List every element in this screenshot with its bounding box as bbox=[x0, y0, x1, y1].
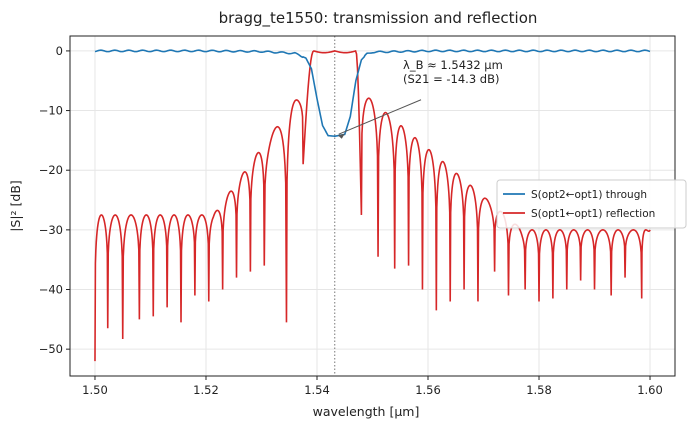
x-tick-label: 1.52 bbox=[193, 383, 219, 397]
x-tick-label: 1.60 bbox=[637, 383, 663, 397]
annotation-arrow bbox=[338, 99, 422, 135]
annotation-arrowhead bbox=[337, 133, 345, 139]
annotation-line-1: λ_B ≈ 1.5432 µm bbox=[403, 58, 503, 72]
through-series-line bbox=[94, 49, 651, 137]
reflection-series-line bbox=[94, 50, 651, 362]
legend-box bbox=[496, 179, 687, 229]
x-axis: 1.50 1.52 1.54 1.56 1.58 1.60 bbox=[82, 376, 663, 397]
y-tick-label: −10 bbox=[39, 104, 63, 118]
y-tick-label: −40 bbox=[39, 283, 63, 297]
legend-entry: S(opt1←opt1) reflection bbox=[531, 208, 655, 220]
x-tick-label: 1.50 bbox=[82, 383, 108, 397]
annotation: λ_B ≈ 1.5432 µm(S21 = -14.3 dB) bbox=[337, 58, 503, 139]
x-tick-label: 1.58 bbox=[526, 383, 552, 397]
x-tick-label: 1.54 bbox=[304, 383, 330, 397]
legend: S(opt2←opt1) through S(opt1←opt1) reflect… bbox=[496, 179, 687, 229]
y-tick-label: −50 bbox=[39, 342, 63, 356]
y-tick-label: −20 bbox=[39, 163, 63, 177]
x-tick-label: 1.56 bbox=[415, 383, 441, 397]
y-tick-label: −30 bbox=[39, 223, 63, 237]
y-axis-label: |S|² [dB] bbox=[8, 180, 23, 232]
y-tick-label: 0 bbox=[56, 44, 63, 58]
legend-entry: S(opt2←opt1) through bbox=[531, 189, 647, 201]
plot-area bbox=[94, 36, 651, 376]
y-axis: 0 −10 −20 −30 −40 −50 bbox=[39, 44, 70, 356]
chart-title: bragg_te1550: transmission and reflectio… bbox=[219, 9, 538, 28]
annotation-line-2: (S21 = -14.3 dB) bbox=[403, 72, 499, 86]
x-axis-label: wavelength [µm] bbox=[313, 404, 420, 419]
